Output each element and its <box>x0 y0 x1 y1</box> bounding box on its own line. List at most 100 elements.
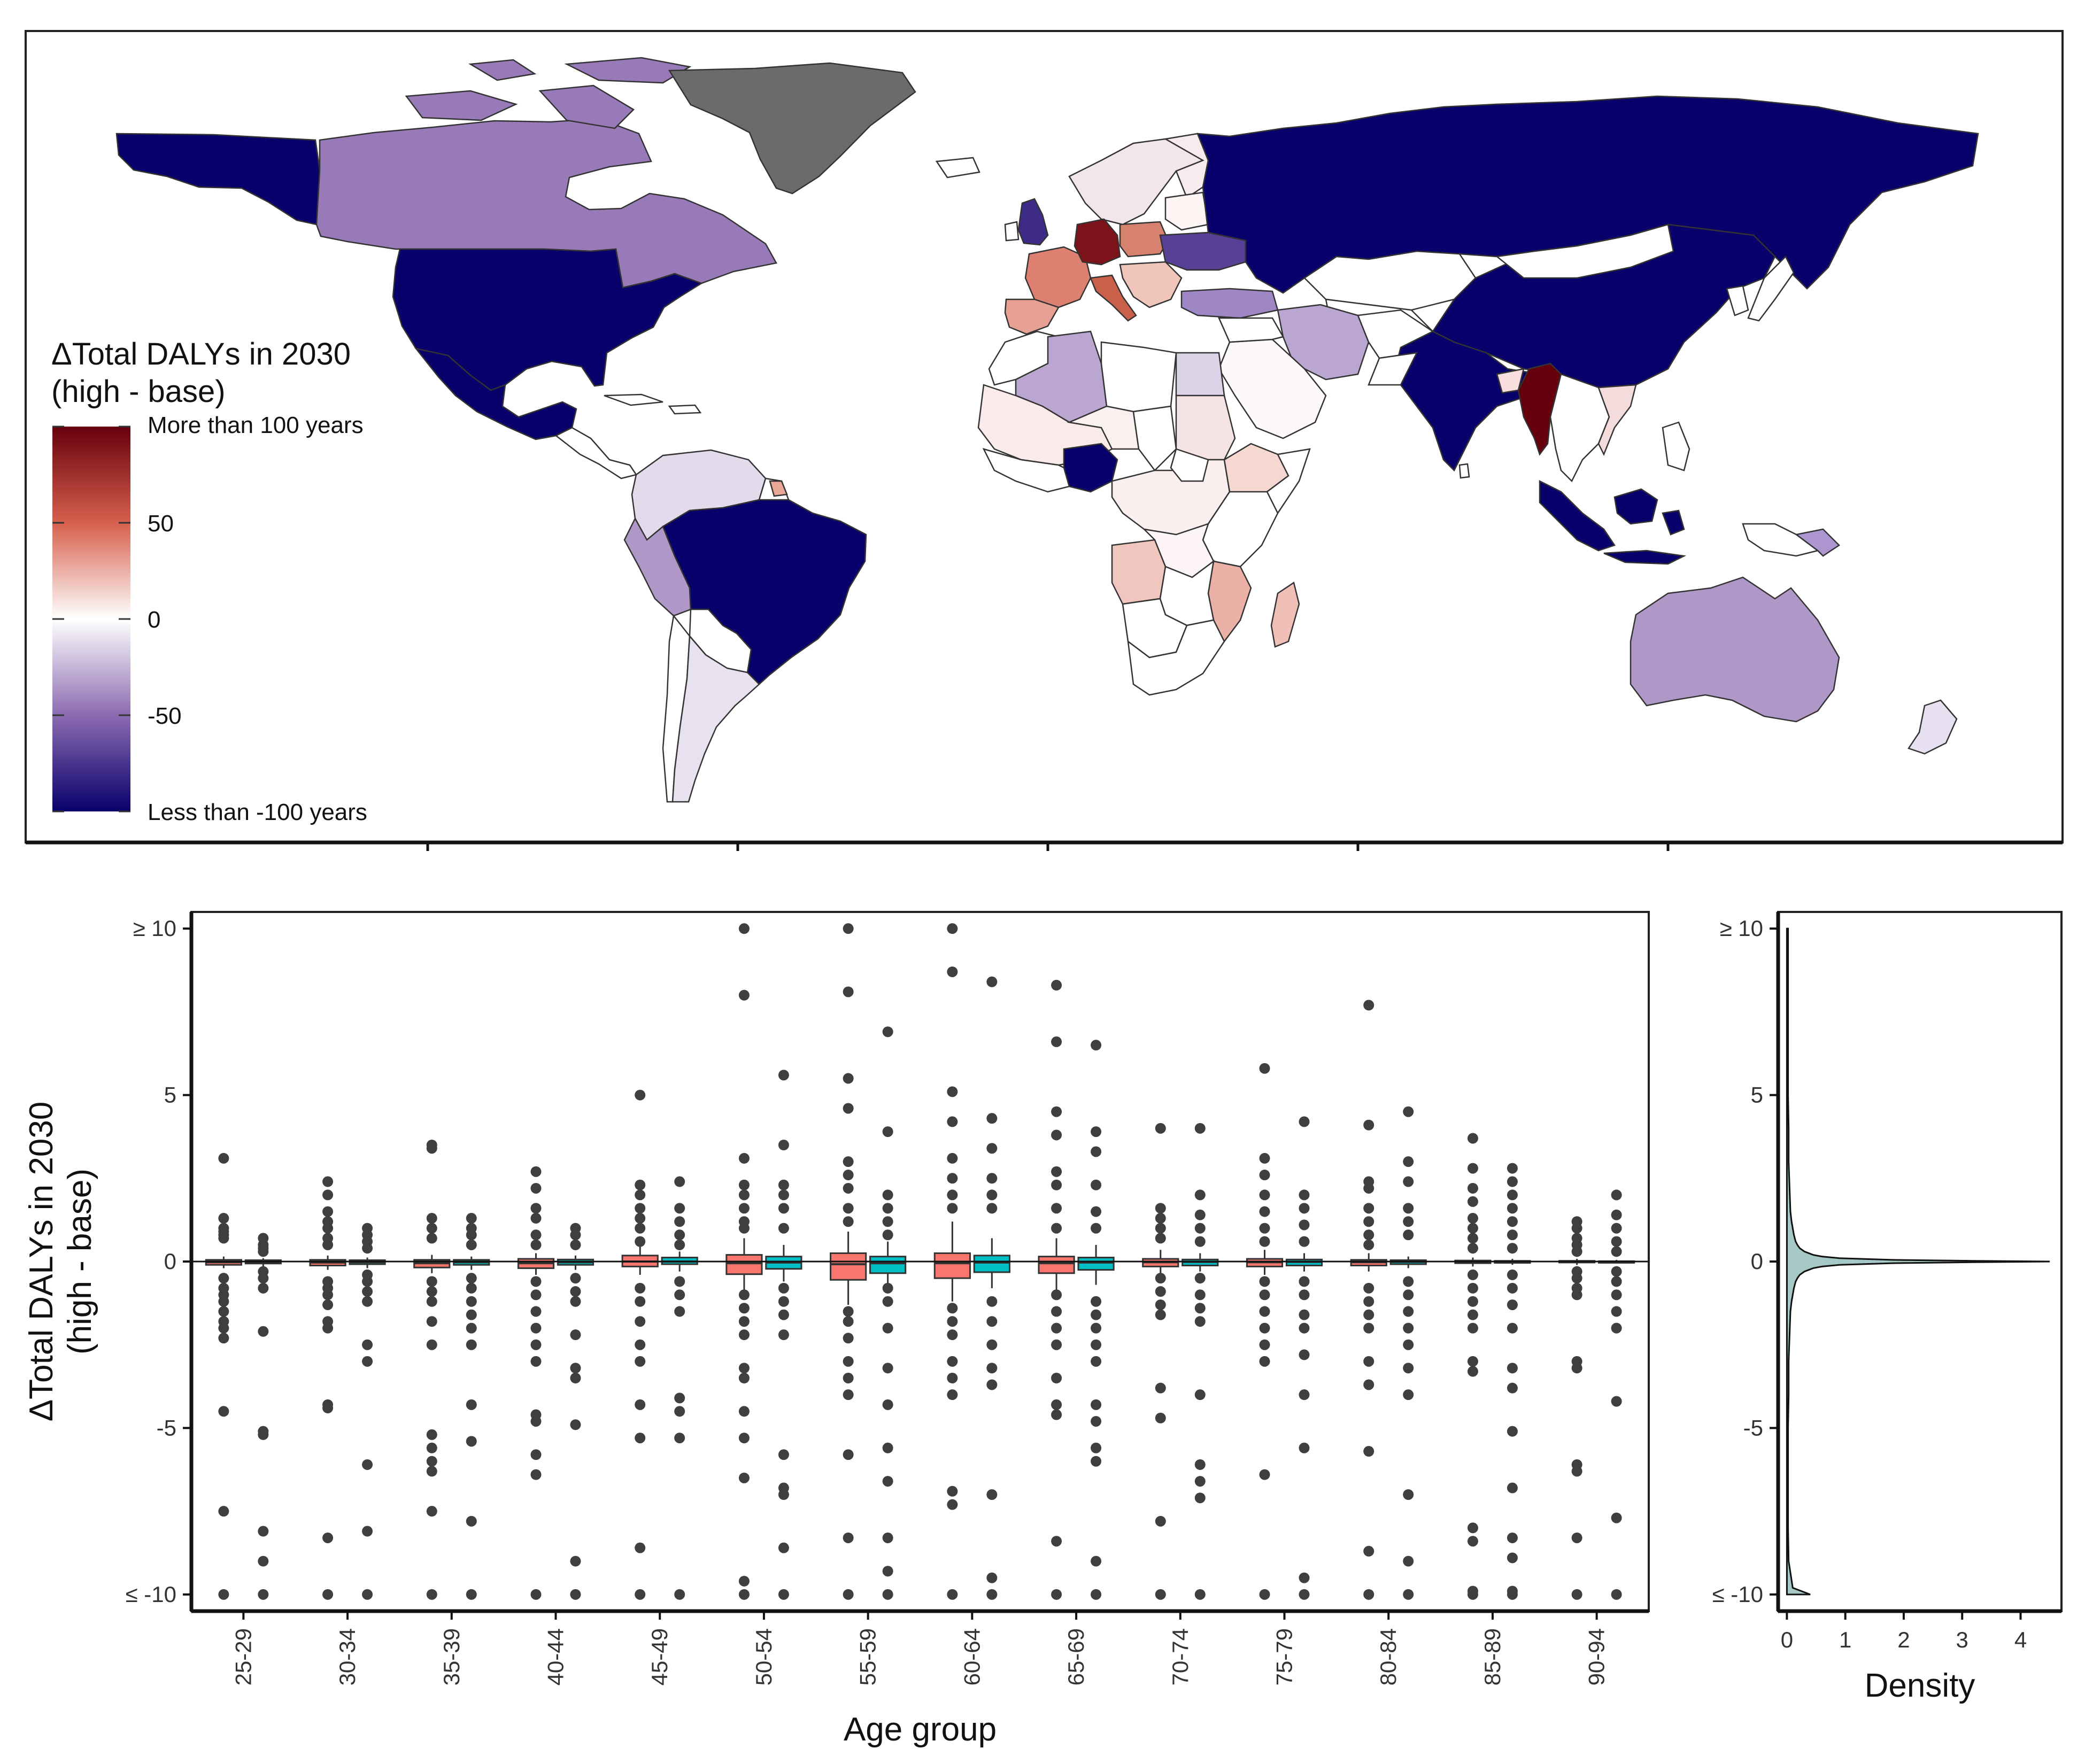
x-tick-label: 35-39 <box>439 1628 464 1685</box>
outlier-point <box>843 1103 854 1114</box>
outlier-point <box>1507 1322 1518 1334</box>
outlier-point <box>947 1499 958 1510</box>
country-west-africa <box>982 448 1070 493</box>
outlier-point <box>843 1589 854 1600</box>
outlier-point <box>570 1239 581 1250</box>
country-vietnam <box>1597 384 1637 457</box>
outlier-point <box>882 1442 893 1453</box>
outlier-point <box>530 1276 542 1287</box>
country-balkans <box>1119 261 1183 308</box>
outlier-point <box>1611 1322 1622 1334</box>
outlier-point <box>570 1419 581 1430</box>
outlier-point <box>530 1306 542 1317</box>
outlier-point <box>947 1173 958 1184</box>
outlier-point <box>1507 1229 1518 1241</box>
country-iraq-syria <box>1218 317 1284 343</box>
country-caribbean <box>668 404 702 415</box>
box-30-34-series-1 <box>309 1176 346 1600</box>
outlier-point <box>986 1489 998 1500</box>
box-45-49-series-2 <box>661 1176 698 1600</box>
outlier-point <box>1611 1266 1622 1277</box>
outlier-point <box>362 1589 373 1600</box>
country-indonesia <box>1539 479 1616 552</box>
country-iran <box>1277 304 1370 381</box>
box-body <box>830 1252 867 1281</box>
country-new-zealand <box>1908 699 1958 755</box>
outlier-point <box>635 1223 646 1234</box>
x-tick-label: 65-69 <box>1063 1628 1088 1685</box>
x-tick-label: 55-59 <box>855 1628 881 1685</box>
outlier-point <box>843 1449 854 1460</box>
outlier-point <box>1299 1189 1310 1201</box>
outlier-point <box>674 1289 685 1301</box>
map-panel: ΔTotal DALYs in 2030 (high - base) More … <box>25 30 2064 851</box>
country-france <box>1024 246 1092 308</box>
outlier-point <box>738 989 750 1001</box>
outlier-point <box>1051 1322 1062 1334</box>
legend-tick-label: -50 <box>148 703 182 729</box>
x-tick-label: 60-64 <box>959 1628 984 1685</box>
y-tick-label: -5 <box>157 1415 176 1440</box>
box-80-84-series-1 <box>1350 1000 1387 1600</box>
outlier-point <box>1403 1556 1414 1567</box>
country-central-america <box>554 427 638 479</box>
outlier-point <box>1051 1203 1062 1214</box>
outlier-point <box>1467 1356 1478 1367</box>
outlier-point <box>778 1449 789 1460</box>
country-greenland <box>668 62 916 195</box>
outlier-point <box>1363 1309 1374 1320</box>
outlier-point <box>1467 1223 1478 1234</box>
outlier-point <box>1363 1589 1374 1600</box>
outlier-point <box>1155 1123 1166 1134</box>
outlier-point <box>218 1306 229 1317</box>
box-body <box>933 1252 971 1279</box>
country-canada-islands <box>405 90 518 121</box>
country-canada-islands <box>538 84 635 129</box>
outlier-point <box>947 1389 958 1401</box>
country-south-africa <box>1127 619 1225 696</box>
country-sri-lanka <box>1458 463 1470 479</box>
outlier-point <box>466 1322 477 1334</box>
outlier-point <box>1051 1306 1062 1317</box>
outlier-point <box>674 1176 685 1187</box>
outlier-point <box>843 1356 854 1367</box>
y-tick-label: 5 <box>164 1082 176 1108</box>
outlier-point <box>530 1449 542 1460</box>
outlier-point <box>738 1203 750 1214</box>
outlier-point <box>1467 1366 1478 1377</box>
legend-title-line1: ΔTotal DALYs in 2030 <box>51 337 351 372</box>
outlier-point <box>466 1436 477 1447</box>
outlier-point <box>426 1233 437 1244</box>
outlier-point <box>635 1433 646 1444</box>
outlier-point <box>1091 1309 1102 1320</box>
outlier-point <box>426 1316 437 1327</box>
outlier-point <box>1299 1276 1310 1287</box>
outlier-point <box>258 1589 269 1600</box>
world-map <box>115 57 1979 803</box>
outlier-point <box>1091 1356 1102 1367</box>
outlier-point <box>1299 1219 1310 1231</box>
outlier-point <box>426 1339 437 1350</box>
outlier-point <box>1091 1040 1102 1051</box>
outlier-point <box>1403 1156 1414 1167</box>
outlier-point <box>258 1246 269 1257</box>
country-baltics <box>1164 191 1209 231</box>
outlier-point <box>778 1140 789 1150</box>
box-55-59-series-1 <box>830 923 867 1600</box>
outlier-point <box>1259 1152 1270 1164</box>
outlier-point <box>1155 1515 1166 1527</box>
outlier-point <box>1611 1396 1622 1407</box>
density-y-tick-label: 0 <box>1751 1249 1763 1274</box>
outlier-point <box>322 1532 334 1543</box>
outlier-point <box>570 1589 581 1600</box>
outlier-point <box>738 1373 750 1383</box>
outlier-point <box>322 1176 334 1187</box>
boxplot-y-axis-title-line2: (high - base) <box>61 1169 98 1355</box>
outlier-point <box>882 1399 893 1410</box>
outlier-point <box>1467 1196 1478 1207</box>
outlier-point <box>1155 1233 1166 1244</box>
x-tick-label: 75-79 <box>1272 1628 1297 1685</box>
outlier-point <box>1467 1309 1478 1320</box>
outlier-point <box>986 1113 998 1124</box>
outlier-point <box>1194 1316 1206 1327</box>
